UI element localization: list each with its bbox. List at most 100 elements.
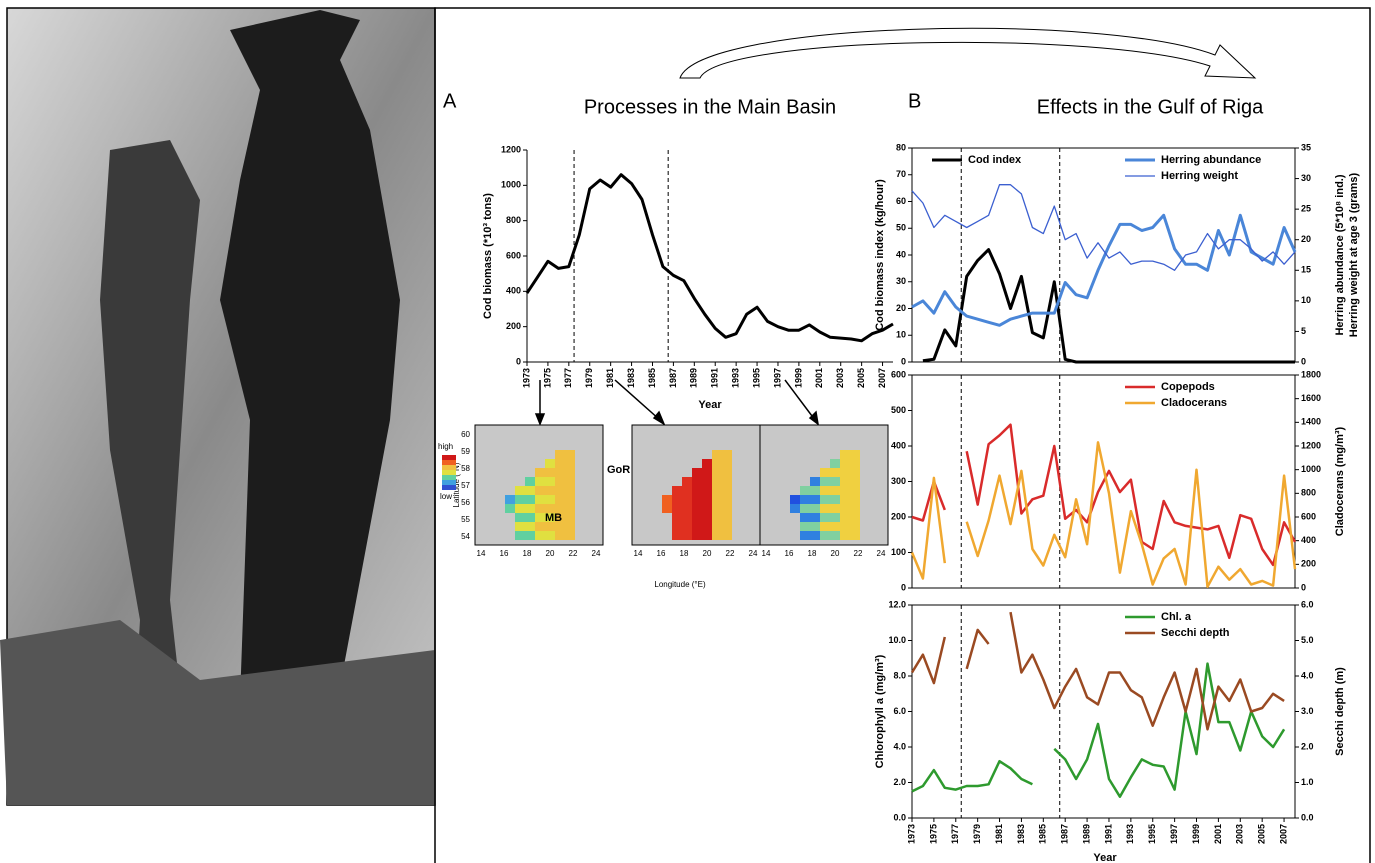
legend-label: Cod index (968, 154, 1022, 166)
map-cell (672, 504, 682, 513)
x-tick-label: 2005 (856, 368, 866, 388)
color-scale-cell (442, 485, 456, 490)
y-axis-label: Cod biomass (*10³ tons) (482, 193, 494, 319)
y-tick-label: 2.0 (893, 777, 906, 787)
map-cell (682, 531, 692, 540)
y-tick-label: 400 (891, 440, 906, 450)
x-tick-label: 1983 (1016, 824, 1026, 844)
y2-tick-label: 15 (1301, 265, 1311, 275)
y-tick-label: 800 (506, 215, 521, 225)
y-tick-label: 200 (891, 511, 906, 521)
map-cell (692, 504, 702, 513)
x-tick-label: 2003 (1235, 824, 1245, 844)
map-cell (830, 531, 840, 540)
x-tick-label: 1979 (584, 368, 594, 388)
map-cell (722, 495, 732, 504)
x-tick-label: 1973 (906, 824, 916, 844)
map-cell (820, 468, 830, 477)
map-cell (850, 513, 860, 522)
map-cell (515, 531, 525, 540)
map-cell (820, 504, 830, 513)
x-tick-label: 2005 (1257, 824, 1267, 844)
map-cell (722, 486, 732, 495)
latitude-tick: 55 (461, 515, 470, 524)
x-tick-label: 2001 (814, 368, 824, 388)
x-tick-label: 1977 (563, 368, 573, 388)
x-axis-label: Year (698, 399, 722, 411)
map-cell (810, 477, 820, 486)
map-cell (820, 495, 830, 504)
map-cell (840, 513, 850, 522)
map-cell (565, 495, 575, 504)
y2-tick-label: 25 (1301, 204, 1311, 214)
map-cell (810, 504, 820, 513)
y-tick-label: 40 (896, 249, 906, 259)
map-cell (830, 468, 840, 477)
x-tick-label: 1985 (647, 368, 657, 388)
y-tick-label: 80 (896, 142, 906, 152)
y-tick-label: 20 (896, 303, 906, 313)
x-tick-label: 2007 (1278, 824, 1288, 844)
longitude-tick: 18 (808, 549, 817, 558)
map-cell (840, 495, 850, 504)
map-cell (850, 450, 860, 459)
longitude-tick: 22 (569, 549, 578, 558)
map-cell (565, 513, 575, 522)
longitude-tick: 14 (477, 549, 486, 558)
x-tick-label: 1993 (1125, 824, 1135, 844)
map-cell (810, 513, 820, 522)
y-tick-label: 8.0 (893, 670, 906, 680)
map-cell (712, 513, 722, 522)
y2-tick-label: 0.0 (1301, 812, 1314, 822)
x-tick-label: 2001 (1213, 824, 1223, 844)
map-cell (565, 450, 575, 459)
map-cell (565, 531, 575, 540)
map-cell (545, 522, 555, 531)
map-cell (545, 531, 555, 540)
data-line (911, 213, 1297, 327)
x-tick-label: 1973 (521, 368, 531, 388)
map-cell (702, 468, 712, 477)
x-tick-label: 1977 (950, 824, 960, 844)
map-cell (820, 486, 830, 495)
latitude-tick: 56 (461, 498, 470, 507)
data-line (911, 423, 1297, 567)
map-cell (525, 477, 535, 486)
map-cell (515, 513, 525, 522)
map-cell (505, 504, 515, 513)
y2-tick-label: 200 (1301, 559, 1316, 569)
map-cell (712, 468, 722, 477)
map-cell (672, 495, 682, 504)
x-tick-label: 1979 (972, 824, 982, 844)
map-cell (692, 495, 702, 504)
legend-label: Secchi depth (1161, 627, 1230, 639)
map-cell (565, 486, 575, 495)
x-tick-label: 1993 (731, 368, 741, 388)
map-cell (840, 504, 850, 513)
map-cell (515, 486, 525, 495)
map-cell (682, 504, 692, 513)
x-tick-label: 1975 (542, 368, 552, 388)
map-cell (555, 522, 565, 531)
map-cell (840, 477, 850, 486)
map-cell (525, 522, 535, 531)
data-line (525, 173, 894, 343)
map-cell (850, 495, 860, 504)
y2-tick-label: 0 (1301, 356, 1306, 366)
map-cell (545, 486, 555, 495)
data-line (910, 441, 1297, 589)
x-tick-label: 1987 (668, 368, 678, 388)
map-cell (555, 513, 565, 522)
latitude-tick: 60 (461, 430, 470, 439)
x-tick-label: 1991 (1103, 824, 1113, 844)
map-cell (850, 486, 860, 495)
longitude-tick: 24 (592, 549, 601, 558)
map-cell (535, 513, 545, 522)
y2-tick-label: 20 (1301, 234, 1311, 244)
map-cell (545, 459, 555, 468)
map-cell (515, 522, 525, 531)
data-line (911, 662, 1286, 798)
y-tick-label: 0 (901, 356, 906, 366)
map-cell (682, 522, 692, 531)
y-tick-label: 1000 (501, 180, 521, 190)
